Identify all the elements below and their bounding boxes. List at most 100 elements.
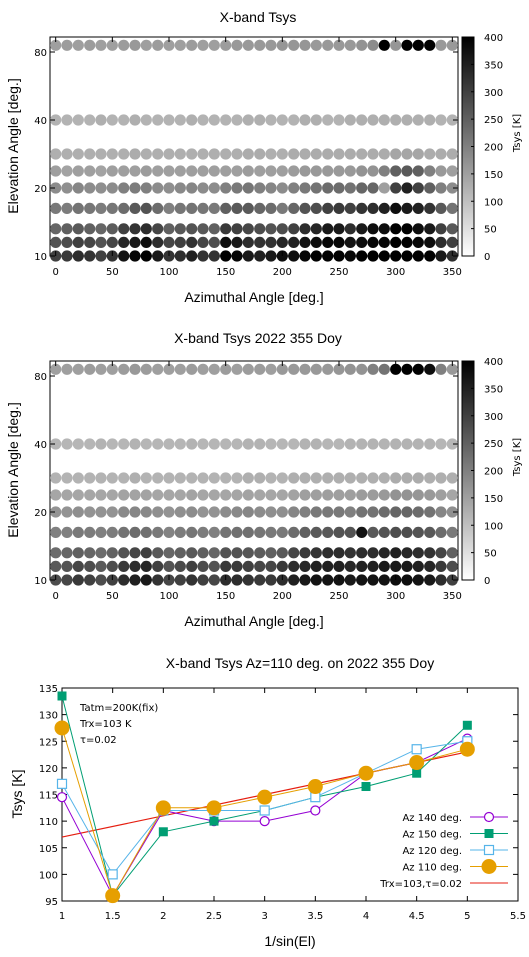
heatmap-1-point (333, 148, 345, 160)
heatmap-1-point (446, 165, 458, 177)
heatmap-2-point (412, 560, 424, 573)
heatmap-1-point (435, 148, 447, 160)
x-tick-label: 2 (160, 911, 166, 922)
heatmap-1-point (322, 250, 334, 262)
heatmap-2-point (140, 363, 152, 375)
heatmap-1-point (378, 39, 390, 51)
heatmap-2-point (446, 363, 458, 375)
heatmap-2-point (118, 489, 130, 501)
data-point (483, 844, 495, 856)
line-chart-plot-area (61, 687, 519, 902)
heatmap-1-point (61, 236, 73, 248)
heatmap-1-point (140, 223, 152, 235)
heatmap-2-point (95, 472, 107, 484)
heatmap-1-point (118, 39, 130, 51)
heatmap-1-point (333, 165, 345, 177)
heatmap-1-point (208, 223, 220, 235)
heatmap-1-point (208, 39, 220, 51)
heatmap-1-point (356, 165, 368, 177)
heatmap-2-point (174, 560, 186, 573)
heatmap-1-point (446, 182, 458, 194)
heatmap-1-point (322, 202, 334, 214)
heatmap-2-point (106, 547, 118, 559)
heatmap-1-point (288, 182, 300, 194)
heatmap-1-point (174, 223, 186, 235)
heatmap-1-point (95, 250, 107, 262)
heatmap-2-point (152, 506, 164, 518)
heatmap-1-point (118, 223, 130, 235)
heatmap-1-point (95, 39, 107, 51)
heatmap-2-point (288, 472, 300, 484)
heatmap-1-point (276, 114, 288, 126)
heatmap-1-point (242, 165, 254, 177)
heatmap-2-point (61, 560, 73, 573)
heatmap-1-point (401, 114, 413, 126)
heatmap-1-point (254, 165, 266, 177)
colorbar-tick-label: 400 (484, 357, 503, 368)
heatmap-2-point (435, 560, 447, 573)
heatmap-2-point (61, 526, 73, 539)
heatmap-1-point (174, 165, 186, 177)
heatmap-2-point (333, 489, 345, 501)
heatmap-2-point (276, 472, 288, 484)
heatmap-1-point (390, 202, 402, 214)
heatmap-2-point (174, 438, 186, 450)
colorbar-tick-label: 100 (484, 521, 503, 532)
heatmap-1-point (152, 182, 164, 194)
heatmap-1-point (163, 114, 175, 126)
heatmap-2-point (356, 438, 368, 450)
heatmap-2-point (333, 363, 345, 375)
heatmap-1-point (197, 39, 209, 51)
heatmap-1-point (435, 250, 447, 262)
heatmap-2-point (356, 506, 368, 518)
heatmap-1-point (208, 236, 220, 248)
heatmap-2-point (299, 574, 311, 586)
heatmap-1-point (129, 202, 141, 214)
heatmap-2-point (186, 574, 198, 586)
heatmap-1-point (152, 39, 164, 51)
heatmap-1-point (140, 236, 152, 248)
heatmap-1-point (72, 250, 84, 262)
heatmap-2-point (288, 506, 300, 518)
heatmap-2-plot-area (49, 360, 459, 581)
heatmap-1-point (220, 223, 232, 235)
heatmap-1-point (378, 148, 390, 160)
heatmap-1-point (174, 148, 186, 160)
heatmap-1-point (72, 148, 84, 160)
heatmap-2-point (412, 438, 424, 450)
heatmap-1-point (378, 182, 390, 194)
heatmap-1-plot-area (49, 36, 459, 257)
heatmap-1-point (84, 182, 96, 194)
heatmap-1-point (356, 223, 368, 235)
data-point (484, 829, 494, 838)
x-tick-label: 250 (329, 267, 348, 278)
heatmap-1-point (344, 114, 356, 126)
heatmap-1-point (265, 165, 277, 177)
heatmap-2-point (118, 526, 130, 539)
heatmap-2-point (390, 489, 402, 501)
heatmap-1-point (276, 236, 288, 248)
heatmap-1-point (412, 236, 424, 248)
heatmap-2-point (95, 438, 107, 450)
legend-label: Trx=103,τ=0.02 (379, 879, 462, 890)
heatmap-1-point (140, 39, 152, 51)
heatmap-1-point (299, 202, 311, 214)
heatmap-1-point (106, 236, 118, 248)
heatmap-2-point (174, 363, 186, 375)
data-point (56, 778, 68, 789)
heatmap-2-point (174, 547, 186, 559)
heatmap-2-point (72, 574, 84, 586)
heatmap-1-point (446, 114, 458, 126)
heatmap-2-point (208, 547, 220, 559)
heatmap-1-point (174, 202, 186, 214)
heatmap-2-point (50, 547, 62, 559)
heatmap-2-point (310, 506, 322, 518)
heatmap-2-y-ticks: 10 20 40 80 (34, 372, 458, 587)
heatmap-1-colorbar: 0 50 100 150 200 250 300 350 400 (461, 33, 503, 263)
heatmap-2-point (242, 438, 254, 450)
heatmap-1-point (129, 165, 141, 177)
heatmap-2-point (254, 489, 266, 501)
heatmap-1-point (254, 250, 266, 262)
heatmap-1-point (220, 236, 232, 248)
heatmap-1-point (140, 182, 152, 194)
